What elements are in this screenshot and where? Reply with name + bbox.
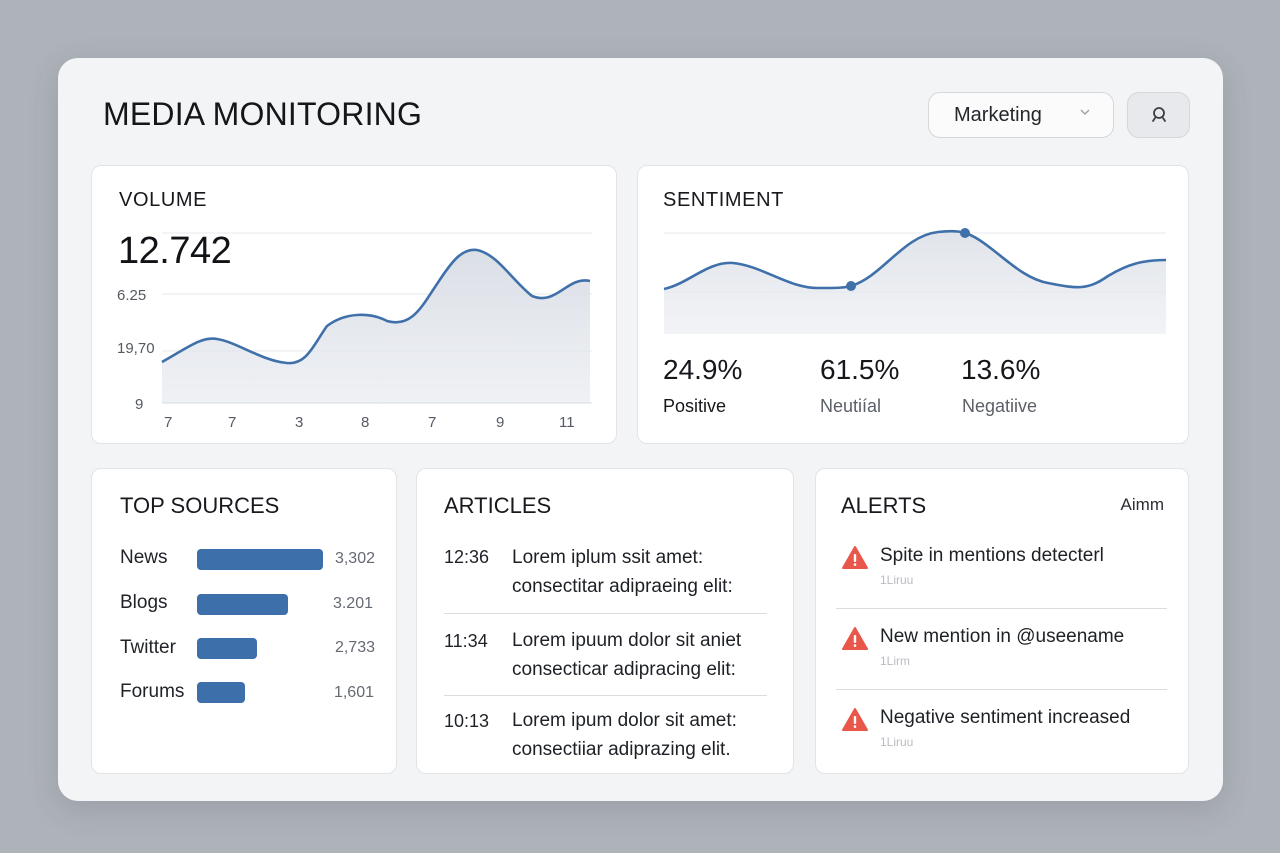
source-name: Forums [120, 681, 185, 702]
volume-card: VOLUME 12.742 6.25 19,70 9 7 7 3 8 7 9 1… [91, 165, 617, 444]
sentiment-point[interactable] [960, 228, 970, 238]
volume-line [161, 248, 591, 365]
source-name: Blogs [120, 592, 168, 613]
sentiment-title: SENTIMENT [663, 189, 784, 211]
y-tick-label: 19,70 [117, 340, 155, 357]
search-icon [1151, 107, 1166, 122]
volume-chart [161, 232, 592, 404]
alert-time: 1Liruu [880, 573, 914, 587]
article-headline[interactable]: Lorem ipuum dolor sit aniet consecticar … [512, 626, 782, 684]
sentiment-line [663, 229, 1167, 291]
alert-message: Negative sentiment increased [880, 707, 1131, 728]
sentiment-positive-label: Positive [663, 396, 727, 416]
source-count: 2,733 [334, 639, 375, 656]
alert-time: 1Liruu [880, 735, 914, 749]
divider [836, 608, 1167, 609]
volume-title: VOLUME [119, 189, 208, 211]
sentiment-negative-label: Negatiive [962, 396, 1038, 416]
topic-filter-value: Marketing [954, 103, 1042, 126]
article-time: 12:36 [444, 547, 490, 567]
sentiment-neutral-label: Neutiíal [820, 396, 882, 416]
article-line: consecticar adipracing elit: [512, 659, 736, 680]
alert-message: New mention in @useename [880, 626, 1125, 647]
source-count: 3,302 [334, 550, 375, 567]
volume-total: 12.742 [118, 230, 232, 272]
x-tick-label: 9 [496, 414, 505, 431]
alerts-view-link[interactable]: Aimm [1120, 495, 1164, 514]
sentiment-negative-value: 13.6% [961, 354, 1041, 385]
article-line: consectitar adipraeing elit: [512, 576, 733, 597]
y-tick-label: 6.25 [117, 287, 147, 304]
alert-time: 1Lirm [880, 654, 911, 668]
top-sources-title: TOP SOURCES [120, 493, 280, 518]
article-headline[interactable]: Lorem iplum ssit amet: consectitar adipr… [512, 543, 782, 601]
articles-title: ARTICLES [444, 493, 552, 518]
dashboard-window: MEDIA MONITORING Marketing VOLUME 12.742 [58, 58, 1223, 801]
search-button[interactable] [1127, 92, 1190, 138]
article-time: 10:13 [444, 711, 490, 731]
x-tick-label: 8 [361, 414, 370, 431]
article-line: Lorem ipuum dolor sit aniet [512, 630, 742, 651]
y-tick-label: 9 [135, 396, 144, 413]
divider [444, 695, 767, 696]
chevron-down-icon [1080, 109, 1090, 115]
source-count: 3.201 [332, 595, 373, 612]
volume-area [162, 249, 590, 403]
sentiment-positive-value: 24.9% [663, 354, 743, 385]
sentiment-point[interactable] [846, 281, 856, 291]
warning-icon [842, 627, 868, 650]
article-headline[interactable]: Lorem ipum dolor sit amet: consectiiar a… [512, 706, 782, 764]
warning-icon [842, 708, 868, 731]
article-line: Lorem ipum dolor sit amet: [512, 710, 737, 731]
source-count: 1,601 [333, 684, 374, 701]
sentiment-area [664, 231, 1166, 334]
x-tick-label: 7 [428, 414, 437, 431]
x-tick-label: 3 [295, 414, 304, 431]
x-tick-label: 7 [164, 414, 173, 431]
sentiment-chart [663, 228, 1167, 334]
source-bar [197, 594, 288, 615]
x-tick-label: 11 [559, 414, 575, 431]
source-bar [197, 549, 323, 570]
article-line: Lorem iplum ssit amet: [512, 547, 704, 568]
top-sources-card: TOP SOURCES News 3,302 Blogs 3.201 Twitt… [91, 468, 397, 774]
source-bar [197, 682, 245, 703]
sentiment-neutral-value: 61.5% [820, 354, 900, 385]
divider [444, 613, 767, 614]
topic-filter-dropdown[interactable]: Marketing [928, 92, 1114, 138]
x-tick-label: 7 [228, 414, 237, 431]
article-line: consectiiar adiprazing elit. [512, 739, 731, 760]
articles-card: ARTICLES 12:36 Lorem iplum ssit amet: co… [416, 468, 794, 774]
source-name: Twitter [120, 637, 176, 658]
source-bar [197, 638, 257, 659]
source-name: News [120, 547, 168, 568]
alerts-card: ALERTS Aimm Spite in mentions detecterl … [815, 468, 1189, 774]
alert-message: Spite in mentions detecterl [880, 545, 1104, 566]
article-time: 11:34 [444, 631, 488, 651]
divider [836, 689, 1167, 690]
warning-icon [842, 546, 868, 569]
page-title: MEDIA MONITORING [103, 96, 423, 132]
sentiment-card: SENTIMENT 24.9% Positive 61.5% Neutiíal … [637, 165, 1189, 444]
alerts-title: ALERTS [841, 493, 927, 518]
